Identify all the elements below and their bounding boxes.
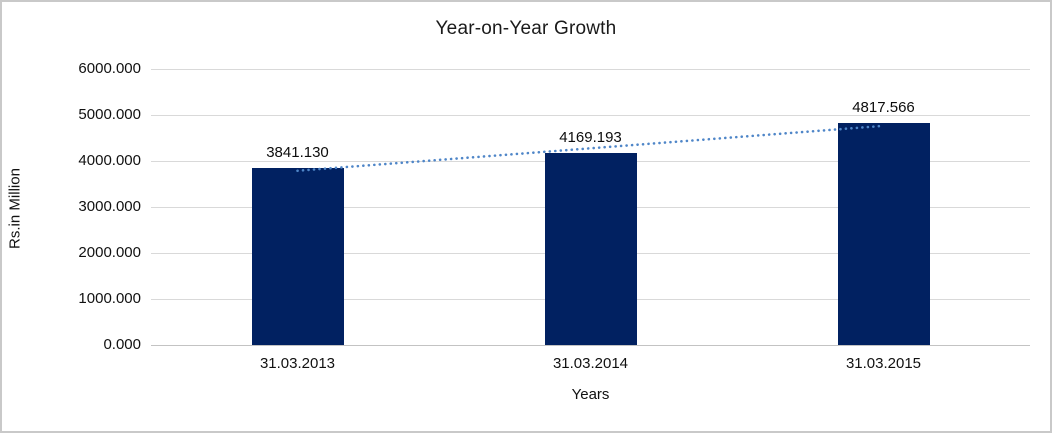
x-tick-label: 31.03.2013 [259, 355, 336, 372]
x-axis-line [151, 345, 1030, 346]
y-tick-label: 6000.000 [78, 60, 141, 77]
x-axis-title: Years [571, 386, 610, 403]
y-tick-label: 4000.000 [78, 152, 141, 169]
y-tick-label: 2000.000 [78, 244, 141, 261]
bar-31.03.2014 [544, 153, 637, 345]
y-tick-label: 0.000 [103, 336, 141, 353]
y-tick-label: 3000.000 [78, 198, 141, 215]
y-tick-label: 1000.000 [78, 290, 141, 307]
x-tick-label: 31.03.2014 [552, 355, 629, 372]
data-label: 4169.193 [559, 129, 622, 147]
y-tick-label: 5000.000 [78, 106, 141, 123]
data-label: 3841.130 [266, 144, 329, 162]
chart-title: Year-on-Year Growth [435, 18, 617, 39]
bar-31.03.2013 [251, 168, 344, 345]
plot-area: 3841.130 4169.193 4817.566 [151, 69, 1030, 346]
gridline [151, 69, 1030, 70]
x-tick-label: 31.03.2015 [845, 355, 922, 372]
gridline [151, 115, 1030, 116]
trendline [296, 124, 885, 173]
data-label: 4817.566 [852, 99, 915, 117]
bar-31.03.2015 [837, 123, 930, 345]
